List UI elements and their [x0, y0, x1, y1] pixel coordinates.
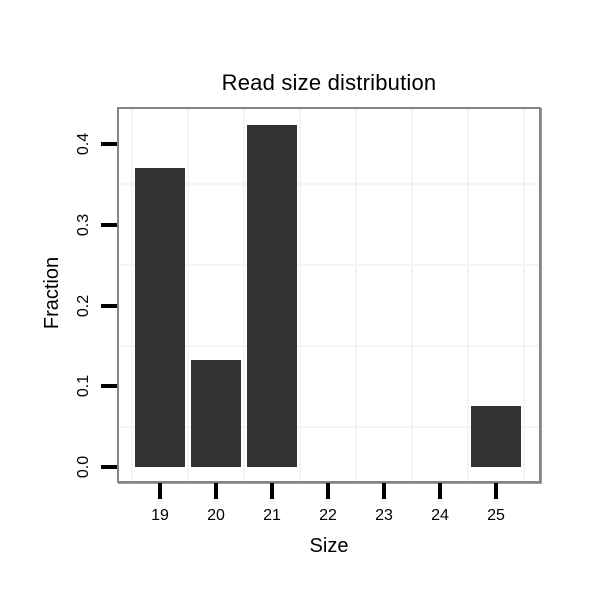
x-tick-label-21: 21 [263, 507, 281, 524]
x-tick-label-23: 23 [375, 507, 393, 524]
minor-gridline-x [299, 109, 301, 481]
minor-gridline-x [187, 109, 189, 481]
y-tick-label-0.2: 0.2 [75, 294, 92, 317]
y-tick-0.1 [101, 384, 117, 389]
bar-21 [247, 125, 297, 467]
y-tick-label-0.1: 0.1 [75, 375, 92, 398]
bar-19 [135, 168, 185, 467]
x-tick-label-24: 24 [431, 507, 449, 524]
bar-20 [191, 359, 241, 467]
x-tick-22 [326, 483, 330, 499]
y-axis-title: Fraction [41, 256, 63, 330]
x-tick-label-20: 20 [207, 507, 225, 524]
minor-gridline-y [119, 344, 539, 347]
y-tick-0.2 [101, 303, 117, 308]
x-axis-title: Size [309, 535, 349, 557]
chart-title: Read size distribution [221, 70, 437, 95]
y-tick-label-0.4: 0.4 [75, 132, 92, 156]
minor-gridline-y [119, 264, 539, 267]
minor-gridline-x [243, 109, 245, 481]
minor-gridline-x [523, 109, 525, 481]
x-tick-24 [438, 483, 442, 499]
x-tick-label-25: 25 [487, 507, 505, 524]
minor-gridline-x [131, 109, 133, 481]
x-tick-label-19: 19 [151, 507, 169, 524]
plot-panel [117, 107, 541, 483]
bar-25 [471, 406, 521, 467]
x-tick-label-22: 22 [319, 507, 337, 524]
x-tick-20 [214, 483, 218, 499]
y-tick-label-0.0: 0.0 [75, 455, 92, 479]
y-tick-0.0 [101, 465, 117, 469]
minor-gridline-x [467, 109, 469, 481]
y-tick-0.4 [101, 142, 117, 146]
x-tick-23 [382, 483, 386, 499]
minor-gridline-x [355, 109, 357, 481]
y-tick-label-0.3: 0.3 [75, 213, 92, 236]
y-tick-0.3 [101, 222, 117, 227]
x-tick-25 [494, 483, 498, 499]
minor-gridline-x [411, 109, 413, 481]
x-tick-19 [158, 483, 162, 499]
minor-gridline-y [119, 183, 539, 186]
minor-gridline-y [119, 425, 539, 428]
x-tick-21 [270, 483, 274, 499]
